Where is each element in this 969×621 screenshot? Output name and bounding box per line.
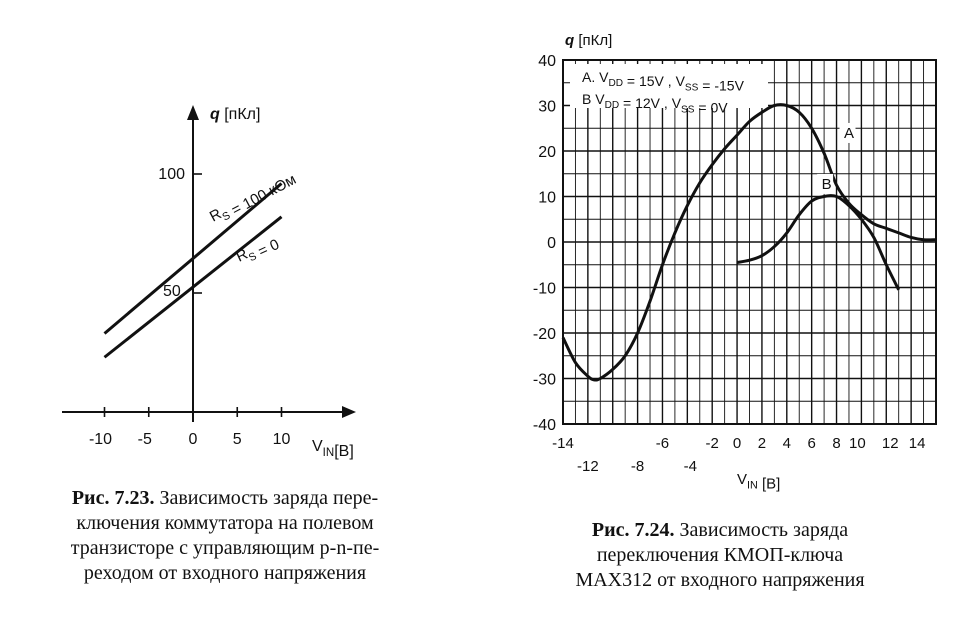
y-tick-label: -10 <box>533 281 556 298</box>
chart1-axes: -10 -5 0 5 10 100 50 q [пКл] VIN[B] <box>62 105 356 460</box>
x-tick-label: -12 <box>577 458 599 475</box>
x-tick-label: 10 <box>849 435 866 452</box>
series-label-rs-100k: RS = 100 кОм <box>207 167 299 230</box>
y-axis-label: q [пКл] <box>565 32 612 49</box>
figure2-caption-number: Рис. 7.24. <box>591 519 675 541</box>
x-tick-label: -5 <box>138 431 152 448</box>
series-label-a: A <box>844 125 854 142</box>
x-axis-arrow <box>342 406 356 418</box>
series-label-bg <box>839 122 856 143</box>
y-tick-label: 50 <box>163 283 181 300</box>
x-axis-label: VIN [B] <box>737 471 780 493</box>
x-tick-label: -6 <box>656 435 669 452</box>
x-tick-label: -2 <box>706 435 719 452</box>
x-tick-label: -8 <box>631 458 644 475</box>
figure2-caption-line: MAX312 от входного напряжения <box>575 569 865 591</box>
x-axis-label: VIN[B] <box>312 438 354 460</box>
figure1-caption: Рис. 7.23. Зависимость заряда пере- ключ… <box>10 486 440 586</box>
legend-entry-b: B VDD = 12V , VSS = 0V <box>582 91 728 115</box>
figure2-caption: Рис. 7.24. Зависимость заряда переключен… <box>480 518 960 593</box>
plot-frame <box>562 59 937 425</box>
y-tick-label: 100 <box>158 166 185 183</box>
y-axis-arrow <box>187 105 199 120</box>
series-line-b <box>736 194 901 291</box>
x-tick-label: 0 <box>189 431 198 448</box>
x-tick-label: -4 <box>684 458 697 475</box>
figure1-caption-line: транзисторе с управляющим p-n-пе- <box>70 537 380 559</box>
figure2-caption-line: Зависимость заряда <box>679 519 849 541</box>
y-tick-label: -20 <box>533 326 556 343</box>
x-tick-label: 12 <box>882 435 899 452</box>
y-tick-label: 20 <box>538 144 556 161</box>
figure2-caption-line: переключения КМОП-ключа <box>596 544 844 566</box>
series-label-b: B <box>822 176 832 193</box>
x-tick-label: 8 <box>832 435 840 452</box>
y-tick-label: 10 <box>538 190 556 207</box>
x-tick-label: 14 <box>909 435 926 452</box>
x-tick-label: -14 <box>552 435 574 452</box>
y-tick-label: 30 <box>538 99 556 116</box>
y-tick-label: -40 <box>533 417 556 434</box>
series-line-rs-0 <box>103 215 283 359</box>
y-tick-label: -30 <box>533 372 556 389</box>
y-tick-label: 0 <box>547 235 556 252</box>
legend-box <box>570 64 768 108</box>
x-tick-label: 0 <box>733 435 741 452</box>
x-tick-label: 5 <box>233 431 242 448</box>
figure1-caption-line: реходом от входного напряжения <box>83 562 367 584</box>
x-tick-label: 10 <box>273 431 291 448</box>
x-tick-label: 4 <box>783 435 791 452</box>
x-tick-label: -10 <box>89 431 112 448</box>
x-tick-label: 6 <box>807 435 815 452</box>
y-axis-label: q [пКл] <box>210 106 260 123</box>
series-line-a <box>561 103 937 382</box>
figure1-caption-line: ключения коммутатора на полевом <box>76 512 374 534</box>
figure1-caption-number: Рис. 7.23. <box>71 487 155 509</box>
series-label-bg <box>817 173 834 194</box>
x-tick-label: 2 <box>758 435 766 452</box>
legend-entry-a: A. VDD = 15V , VSS = -15V <box>582 69 745 93</box>
figure1-caption-line: Зависимость заряда пере- <box>159 487 379 509</box>
y-tick-label: 40 <box>538 53 556 70</box>
series-line-rs-100k <box>103 182 283 335</box>
